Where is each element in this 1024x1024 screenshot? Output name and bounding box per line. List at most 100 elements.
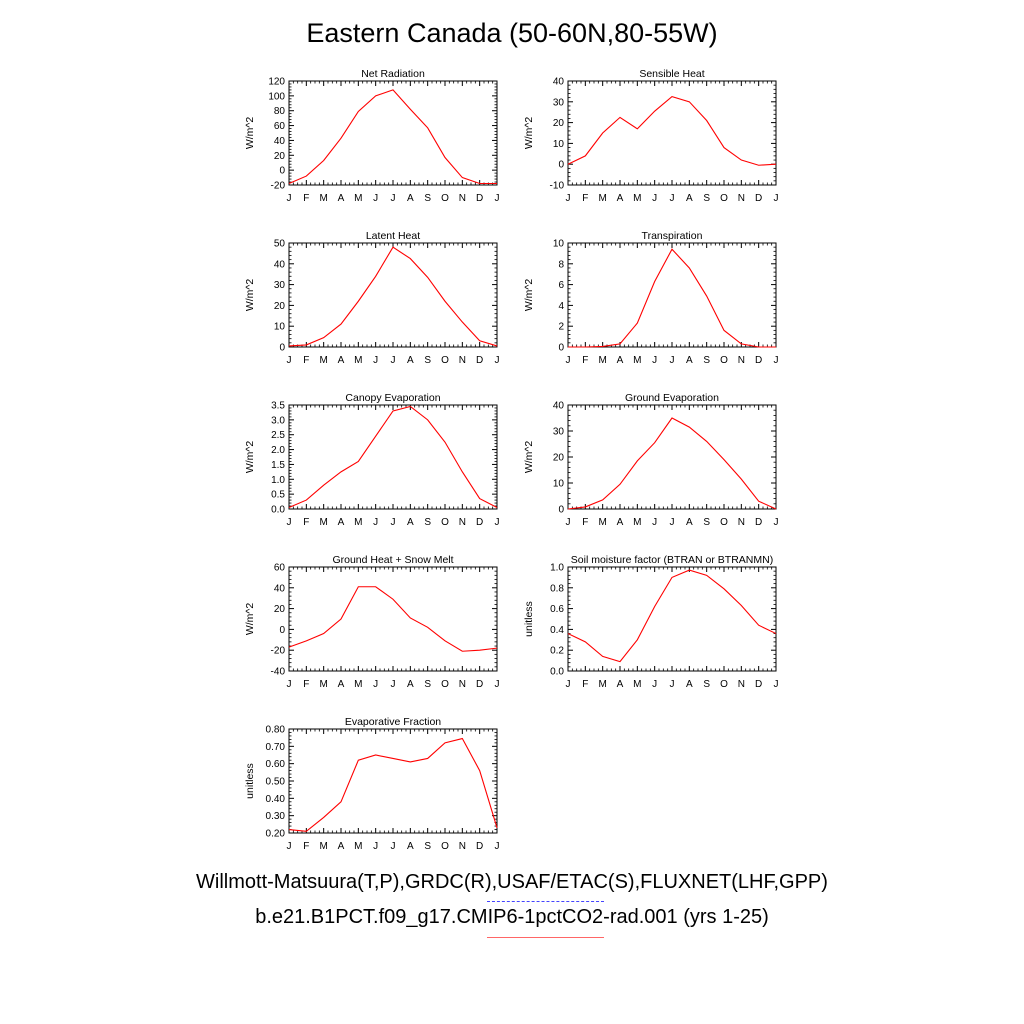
panel-0-xtick-label: O: [441, 193, 449, 204]
panel-1-ytick-label: 10: [553, 139, 565, 150]
panel-7-xtick-label: S: [703, 679, 710, 690]
panel-6-title: Ground Heat + Snow Melt: [332, 554, 453, 566]
panel-7-series-line: [567, 569, 777, 663]
panel-0-xtick-label: J: [373, 193, 378, 204]
panel-1-xtick-label: J: [774, 193, 779, 204]
panel-7-frame: [567, 566, 777, 672]
panel-7-xtick-label: O: [720, 679, 728, 690]
panel-4-ytick-label: 0.0: [271, 505, 285, 516]
panel-5-xtick-label: S: [703, 517, 710, 528]
panel-2-xtick-label: M: [354, 355, 362, 366]
panel-7-xtick-label: F: [582, 679, 588, 690]
panel-1-ytick-label: 0: [558, 160, 564, 171]
panel-1-xtick-label: S: [703, 193, 710, 204]
panel-3-xtick-label: N: [738, 355, 745, 366]
panel-3-ytick-label: 6: [558, 280, 564, 291]
panel-3-title: Transpiration: [642, 230, 703, 242]
panel-8-ytick-label: 0.20: [266, 829, 286, 840]
panel-5-xtick-label: A: [617, 517, 624, 528]
panel-3-xtick-label: J: [774, 355, 779, 366]
panel-6-ytick-label: 0: [279, 625, 285, 636]
panel-8-xtick-label: J: [373, 841, 378, 852]
panel-3-series-line: [568, 248, 776, 348]
panel-0-xtick-label: A: [338, 193, 345, 204]
panel-5-xtick-label: D: [755, 517, 762, 528]
panel-6-xtick-label: A: [407, 679, 414, 690]
panel-6-ytick-label: -20: [271, 646, 286, 657]
panel-5-ytick-label: 20: [553, 453, 565, 464]
panel-0-title: Net Radiation: [361, 68, 425, 80]
panel-1-series-line: [567, 95, 777, 166]
panel-7-xtick-label: A: [617, 679, 624, 690]
panel-0-xtick-label: S: [424, 193, 431, 204]
panel-2-xtick-label: N: [459, 355, 466, 366]
panel-0-xtick-label: J: [391, 193, 396, 204]
panel-3-xtick-label: D: [755, 355, 762, 366]
panel-1-ytick-label: 20: [553, 118, 565, 129]
panel-6-ytick-label: 60: [274, 563, 286, 574]
panel-4-xtick-label: N: [459, 517, 466, 528]
panel-3-xtick-label: A: [686, 355, 693, 366]
panel-6-xtick-label: F: [303, 679, 309, 690]
panel-2-xtick-label: A: [338, 355, 345, 366]
panel-4-xtick-label: S: [424, 517, 431, 528]
panel-6-series-line: [288, 586, 498, 652]
panel-5-xtick-label: J: [652, 517, 657, 528]
panel-2-xtick-label: F: [303, 355, 309, 366]
panel-2-ytick-label: 30: [274, 280, 286, 291]
panel-8-title: Evaporative Fraction: [345, 716, 441, 728]
panel-7-xtick-label: J: [652, 679, 657, 690]
panel-2-title: Latent Heat: [366, 230, 420, 242]
panel-4-xtick-label: O: [441, 517, 449, 528]
panel-7-xtick-label: M: [633, 679, 641, 690]
panel-3-ytick-label: 10: [553, 239, 565, 250]
panel-8-ytick-label: 0.30: [266, 811, 286, 822]
panel-0-ytick-label: 20: [274, 151, 286, 162]
panel-5-ytick-label: 0: [558, 505, 564, 516]
panel-1-xtick-label: J: [670, 193, 675, 204]
panel-6-xtick-label: J: [373, 679, 378, 690]
panel-8-xtick-label: M: [354, 841, 362, 852]
panel-5-title: Ground Evaporation: [625, 392, 719, 404]
panel-3-ytick-label: 8: [558, 259, 564, 270]
panel-5-xtick-label: N: [738, 517, 745, 528]
panel-8-xtick-label: J: [495, 841, 500, 852]
model-legend-label: b.e21.B1PCT.f09_g17.CMIP6-1pctCO2-rad.00…: [255, 906, 769, 928]
panel-8-xtick-label: J: [287, 841, 292, 852]
panel-5-xtick-label: J: [566, 517, 571, 528]
panel-1-xtick-label: A: [686, 193, 693, 204]
panel-8-ylabel: unitless: [244, 763, 256, 799]
panel-8-ytick-label: 0.80: [266, 725, 286, 736]
panel-0-ytick-label: 80: [274, 106, 286, 117]
panel-6-xtick-label: D: [476, 679, 483, 690]
panel-1-xtick-label: A: [617, 193, 624, 204]
panel-8-xtick-label: D: [476, 841, 483, 852]
panel-1-xtick-label: M: [598, 193, 606, 204]
panel-1-xtick-label: N: [738, 193, 745, 204]
panel-6-xtick-label: O: [441, 679, 449, 690]
model-legend-line: [487, 937, 604, 938]
panel-0-ytick-label: 0: [279, 166, 285, 177]
panel-7-ylabel: unitless: [523, 601, 535, 637]
panel-3-ytick-label: 0: [558, 343, 564, 354]
panel-2-xtick-label: J: [373, 355, 378, 366]
panel-4-ytick-label: 0.5: [271, 490, 285, 501]
panel-2-xtick-label: S: [424, 355, 431, 366]
panel-3-xtick-label: J: [670, 355, 675, 366]
panel-7-ytick-label: 0.2: [550, 646, 564, 657]
panel-0-ytick-label: 120: [268, 77, 285, 88]
panel-0-ytick-label: 100: [268, 91, 285, 102]
panel-6-xtick-label: S: [424, 679, 431, 690]
panel-5-xtick-label: M: [598, 517, 606, 528]
panel-2-series-line: [288, 246, 498, 347]
panel-2-xtick-label: J: [495, 355, 500, 366]
panel-1-xtick-label: O: [720, 193, 728, 204]
panel-6-ylabel: W/m^2: [244, 603, 256, 636]
panel-4-ytick-label: 2.5: [271, 430, 285, 441]
panel-2-xtick-label: J: [391, 355, 396, 366]
panel-6-xtick-label: J: [495, 679, 500, 690]
panel-7-xtick-label: D: [755, 679, 762, 690]
panel-3-xtick-label: M: [598, 355, 606, 366]
panel-8-xtick-label: J: [391, 841, 396, 852]
